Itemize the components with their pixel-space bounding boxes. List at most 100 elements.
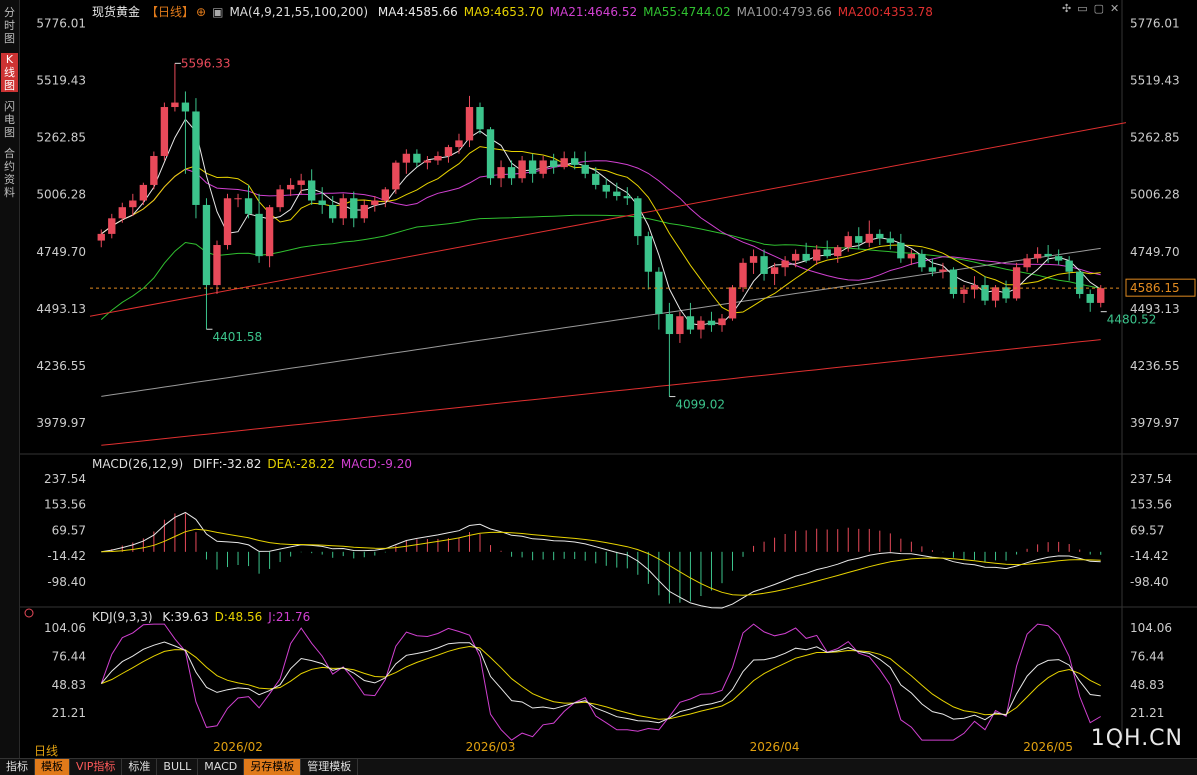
ma-values: MA4:4585.66 MA9:4653.70 MA21:4646.52 MA55:4… bbox=[378, 5, 939, 19]
window-controls[interactable]: ✣▭▢✕ bbox=[1062, 2, 1125, 15]
candle-body bbox=[465, 107, 474, 141]
candle-body bbox=[918, 253, 926, 268]
candle-body bbox=[644, 236, 653, 272]
macd-title: MACD(26,12,9) bbox=[92, 457, 184, 471]
kdj-tick-left: 76.44 bbox=[52, 649, 86, 663]
left-sidebar: 分时图 K线图闪电图合约资料 bbox=[0, 0, 20, 758]
candle-body bbox=[202, 204, 211, 286]
candle-body bbox=[423, 160, 432, 163]
candle-body bbox=[97, 233, 105, 241]
candle-body bbox=[560, 158, 568, 168]
candle-body bbox=[697, 320, 705, 330]
candle-body bbox=[1033, 253, 1042, 259]
kdj-title: KDJ(9,3,3) bbox=[92, 610, 153, 624]
bottom-tab-3[interactable]: 标准 bbox=[122, 759, 158, 775]
bottom-tab-2[interactable]: VIP指标 bbox=[70, 759, 123, 775]
candle-body bbox=[634, 198, 642, 237]
candle-body bbox=[129, 200, 137, 208]
candle-body bbox=[1012, 267, 1021, 299]
bottom-tab-6[interactable]: 另存模板 bbox=[244, 759, 302, 775]
expand-icon[interactable]: ▢ bbox=[1093, 2, 1111, 15]
sidebar-tab-3[interactable]: 合约资料 bbox=[4, 147, 15, 199]
price-tick-right: 4493.13 bbox=[1130, 302, 1180, 316]
candle-body bbox=[455, 140, 463, 148]
ma-value-5: MA200:4353.78 bbox=[837, 5, 933, 19]
macd-value-1: DEA:-28.22 bbox=[267, 457, 335, 471]
last-price-tag bbox=[1125, 278, 1196, 297]
ma-value-0: MA4:4585.66 bbox=[377, 5, 458, 19]
candle-body bbox=[676, 316, 684, 335]
bottom-tab-1[interactable]: 模板 bbox=[35, 759, 70, 775]
candle-body bbox=[970, 285, 979, 290]
move-icon[interactable]: ✣ bbox=[1062, 2, 1078, 15]
candle-body bbox=[728, 287, 737, 319]
macd-dea-line bbox=[101, 528, 1101, 596]
candle-body bbox=[223, 198, 232, 246]
bottom-tab-7[interactable]: 管理模板 bbox=[301, 759, 359, 775]
candle-body bbox=[413, 153, 421, 163]
candle-body bbox=[592, 173, 600, 185]
kdj-tick-left: 104.06 bbox=[44, 621, 86, 635]
kdj-tick-left: 48.83 bbox=[52, 678, 86, 692]
pane-marker-icon bbox=[24, 608, 34, 618]
kdj-tick-right: 76.44 bbox=[1130, 649, 1164, 663]
candle-body bbox=[991, 287, 1000, 301]
candle-body bbox=[434, 155, 442, 161]
kdj-j-line bbox=[100, 623, 1101, 741]
macd-tick-right: 237.54 bbox=[1130, 472, 1172, 486]
chart-canvas[interactable]: 5776.01 5776.01 5519.43 5519.43 5262.85 5262.… bbox=[0, 0, 1197, 758]
candle-body bbox=[402, 153, 411, 163]
price-annotation: 5596.33 bbox=[181, 56, 231, 70]
ma100-line bbox=[101, 247, 1101, 397]
candle-body bbox=[486, 129, 495, 179]
candle-body bbox=[876, 233, 884, 239]
candle-body bbox=[360, 204, 368, 219]
period-tag[interactable]: 【日线】 bbox=[146, 5, 195, 19]
macd-tick-left: 69.57 bbox=[52, 523, 86, 537]
price-tick-right: 5262.85 bbox=[1130, 131, 1180, 145]
macd-diff-line bbox=[101, 511, 1101, 609]
candle-body bbox=[749, 256, 758, 263]
daily-period-label[interactable]: 日线 bbox=[34, 744, 59, 758]
candle-body bbox=[192, 111, 200, 205]
collapse-icon[interactable]: ▭ bbox=[1077, 2, 1094, 15]
kdj-values: K:39.63 D:48.56 J:21.76 bbox=[162, 610, 316, 624]
candle-body bbox=[350, 198, 358, 219]
ma-value-2: MA21:4646.52 bbox=[549, 5, 638, 19]
ma-params: MA(4,9,21,55,100,200) bbox=[229, 5, 369, 19]
candle-body bbox=[1076, 271, 1084, 294]
sidebar-tab-0[interactable]: 分时图 bbox=[4, 6, 15, 45]
bottom-tab-4[interactable]: BULL bbox=[157, 759, 199, 775]
candle-body bbox=[897, 242, 905, 259]
ma-value-4: MA100:4793.66 bbox=[736, 5, 832, 19]
candle-body bbox=[171, 102, 179, 108]
candle-body bbox=[686, 316, 695, 330]
candle-body bbox=[602, 184, 610, 192]
price-tick-left: 5006.28 bbox=[36, 188, 86, 202]
candle-body bbox=[928, 267, 937, 272]
macd-legend: MACD(26,12,9) DIFF:-32.82 DEA:-28.22 MACD:… bbox=[92, 457, 424, 471]
macd-tick-left: -98.40 bbox=[47, 575, 86, 589]
candle-body bbox=[265, 207, 274, 257]
ma21-line bbox=[101, 160, 1101, 281]
bottom-tab-5[interactable]: MACD bbox=[198, 759, 245, 775]
settings-icon[interactable]: ⊕ bbox=[196, 5, 207, 19]
sidebar-tab-2[interactable]: 闪电图 bbox=[4, 100, 15, 139]
price-tick-left: 5776.01 bbox=[36, 16, 86, 30]
sidebar-tab-1[interactable]: K线图 bbox=[1, 53, 18, 92]
macd-tick-right: 69.57 bbox=[1130, 523, 1164, 537]
candle-body bbox=[855, 236, 863, 243]
price-tick-left: 4236.55 bbox=[36, 359, 86, 373]
bottom-tab-0[interactable]: 指标 bbox=[0, 759, 35, 775]
candle-body bbox=[1023, 258, 1031, 268]
last-price-label: 4586.15 bbox=[1130, 281, 1180, 295]
close-icon[interactable]: ✕ bbox=[1110, 2, 1126, 15]
ma4-line bbox=[101, 118, 1101, 326]
price-tick-right: 4749.70 bbox=[1130, 245, 1180, 259]
candle-body bbox=[886, 238, 895, 243]
candle-body bbox=[297, 180, 305, 185]
candle-body bbox=[392, 162, 400, 190]
ma-legend-icon[interactable]: ▣ bbox=[212, 5, 224, 19]
candle-body bbox=[150, 155, 158, 185]
